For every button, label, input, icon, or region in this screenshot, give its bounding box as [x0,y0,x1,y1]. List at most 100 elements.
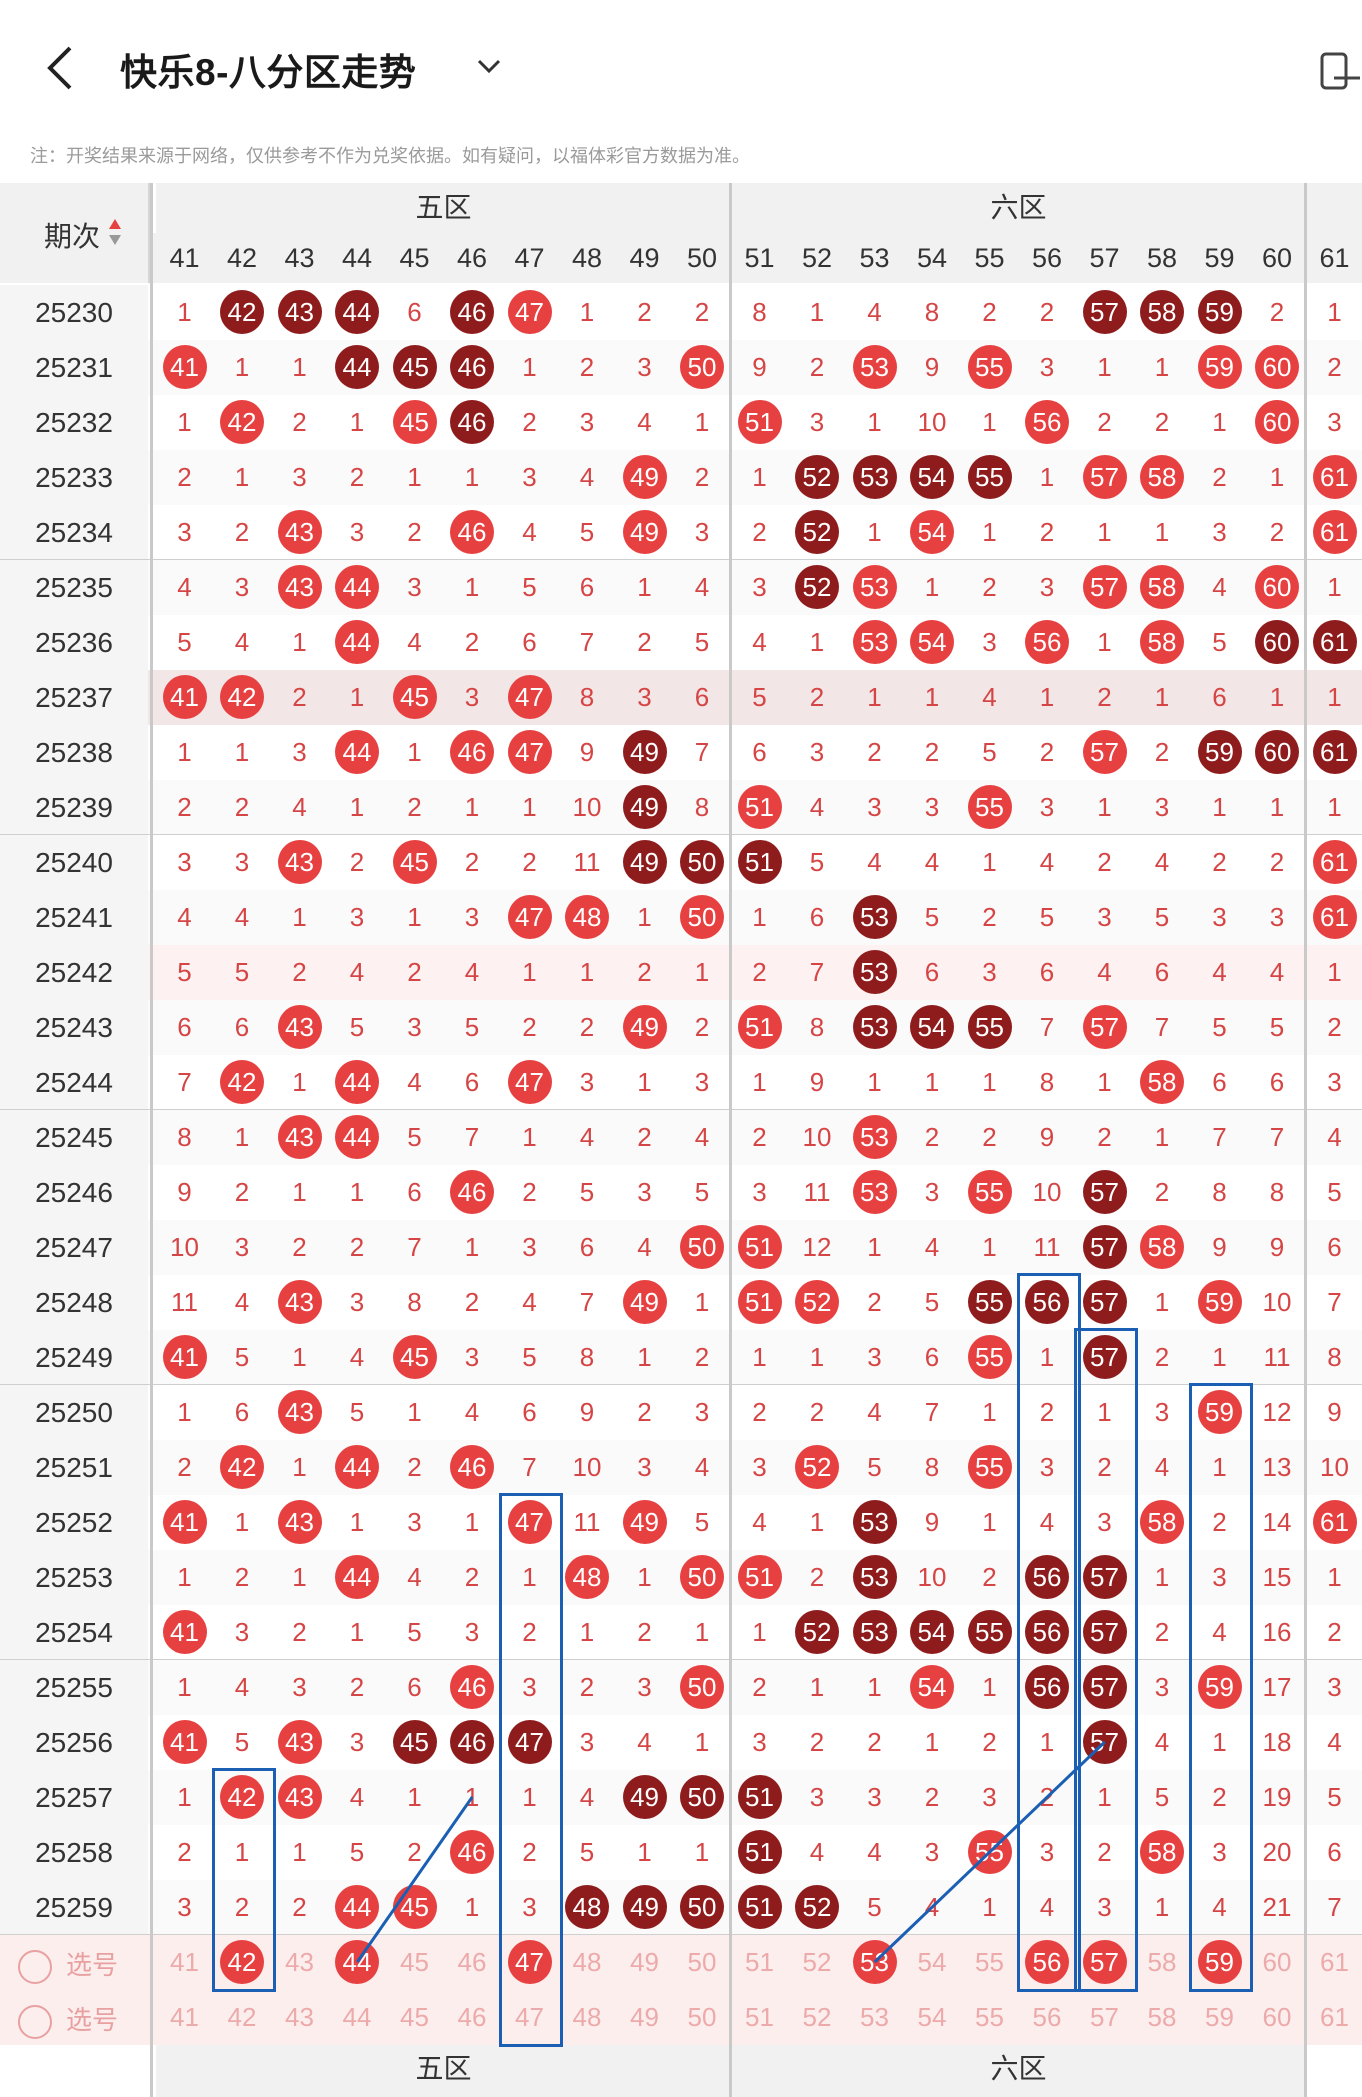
number-cell: 3 [1327,407,1342,437]
pick-cell[interactable]: 45 [400,2002,429,2032]
row-divider [0,559,1362,560]
pick-cell[interactable]: 54 [917,2002,947,2032]
selected-ball[interactable]: 53 [852,1940,897,1984]
pick-cell[interactable]: 60 [1262,1947,1292,1977]
number-cell: 1 [292,1452,307,1482]
pick-cell[interactable]: 44 [342,2002,372,2032]
number-cell: 1 [694,1837,710,1867]
pick-cell[interactable]: 41 [170,1947,199,1977]
number-cell: 4 [809,792,825,822]
pick-cell[interactable]: 42 [214,1935,271,1990]
pick-cell[interactable]: 56 [1032,2002,1062,2032]
number-ball: 57 [1082,1225,1127,1269]
selected-ball[interactable]: 42 [220,1940,264,1984]
pick-cell[interactable]: 43 [285,2002,314,2032]
pick-cell[interactable]: 58 [1147,2002,1177,2032]
number-cell: 1 [809,627,825,657]
pick-cell[interactable]: 47 [515,2002,544,2032]
number-cell: 61 [1306,450,1362,505]
back-icon[interactable] [40,42,84,94]
number-cell: 1 [407,462,422,492]
pick-cell[interactable]: 57 [1090,2002,1119,2032]
pick-cell[interactable]: 49 [630,2002,659,2032]
pick-cell[interactable]: 51 [745,2002,774,2032]
number-cell: 1 [579,297,595,327]
number-ball: 51 [737,1830,782,1874]
pick-cell[interactable]: 61 [1320,1947,1349,1977]
number-cell: 1 [809,1507,825,1537]
pick-cell[interactable]: 55 [975,1947,1004,1977]
pick-cell[interactable]: 47 [501,1935,558,1990]
number-cell: 53 [846,1605,903,1660]
number-cell: 42 [214,1770,271,1825]
pick-cell[interactable]: 46 [457,2002,487,2032]
sort-icon[interactable] [108,217,122,247]
pick-cell[interactable]: 50 [687,1947,717,1977]
number-ball: 59 [1197,1280,1242,1324]
number-cell: 55 [961,340,1018,395]
number-cell: 2 [349,1232,365,1262]
period-header[interactable]: 期次 [0,183,150,283]
pick-cell[interactable]: 52 [802,1947,832,1977]
chevron-down-icon[interactable] [476,56,502,76]
number-cell: 5 [349,1012,365,1042]
pick-cell[interactable]: 54 [917,1947,947,1977]
number-cell: 43 [271,1000,328,1055]
number-ball: 51 [737,785,782,829]
number-header-cell: 47 [514,243,545,273]
period-cell: 25253 [0,1550,148,1605]
row-divider [0,1934,1362,1935]
selected-ball[interactable]: 47 [507,1940,552,1984]
number-cell: 47 [501,890,558,945]
pick-cell[interactable]: 51 [745,1947,774,1977]
pick-cell[interactable]: 46 [457,1947,487,1977]
number-cell: 3 [1154,1672,1170,1702]
radio-icon[interactable] [18,2005,52,2040]
number-cell: 3 [1212,902,1227,932]
selected-ball[interactable]: 44 [335,1940,379,1984]
pick-cell[interactable]: 55 [975,2002,1004,2032]
pick-cell[interactable]: 60 [1262,2002,1292,2032]
number-cell: 1 [177,1562,192,1592]
pick-cell[interactable]: 44 [329,1935,386,1990]
number-cell: 9 [1327,1397,1342,1427]
number-cell: 1 [177,407,192,437]
pick-cell[interactable]: 53 [860,2002,889,2032]
number-cell: 4 [637,407,652,437]
number-cell: 4 [234,1287,250,1317]
radio-icon[interactable] [18,1950,52,1985]
number-cell: 42 [214,1440,271,1495]
number-cell: 2 [752,957,767,987]
pick-cell[interactable]: 52 [802,2002,832,2032]
pick-cell[interactable]: 59 [1191,1935,1248,1990]
number-ball: 47 [507,730,552,774]
pick-cell[interactable]: 45 [400,1947,429,1977]
pick-cell[interactable]: 49 [630,1947,659,1977]
pick-cell[interactable]: 42 [227,2002,257,2032]
pick-cell[interactable]: 48 [572,2002,602,2032]
pick-label[interactable]: 选号 [18,2000,118,2040]
pick-cell[interactable]: 43 [285,1947,314,1977]
pick-cell[interactable]: 41 [170,2002,199,2032]
number-cell: 11 [171,1287,198,1317]
pick-cell[interactable]: 53 [846,1935,903,1990]
pick-label[interactable]: 选号 [18,1945,118,1985]
device-icon[interactable] [1320,52,1362,92]
pick-cell[interactable]: 50 [687,2002,717,2032]
pick-cell[interactable]: 48 [572,1947,602,1977]
number-cell: 46 [444,395,501,450]
number-cell: 58 [1134,1825,1191,1880]
number-cell: 2 [1154,737,1170,767]
number-cell: 10 [1320,1452,1349,1482]
pick-cell[interactable]: 61 [1320,2002,1349,2032]
number-cell: 1 [982,1067,997,1097]
pick-cell[interactable]: 58 [1147,1947,1177,1977]
pick-cell[interactable]: 59 [1205,2002,1234,2032]
number-cell: 3 [579,407,595,437]
selected-ball[interactable]: 59 [1197,1940,1242,1984]
number-cell: 46 [444,505,501,560]
number-cell: 53 [846,890,903,945]
number-cell: 3 [234,1232,250,1262]
number-cell: 2 [234,1892,250,1922]
number-cell: 44 [329,615,386,670]
